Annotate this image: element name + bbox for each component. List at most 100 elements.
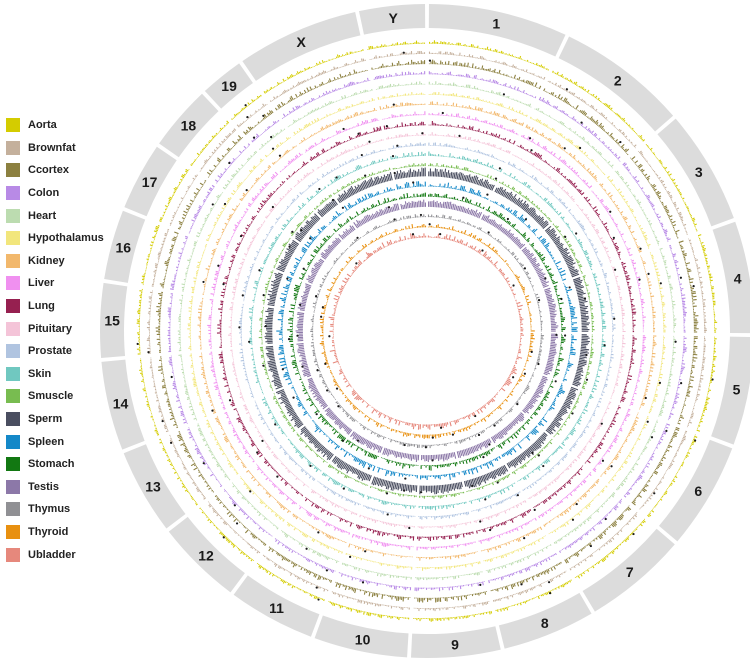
outlier-point	[439, 426, 443, 429]
track-segment	[256, 463, 298, 505]
chromosome-label-3: 3	[695, 164, 703, 180]
track-segment	[459, 447, 495, 465]
track-segment	[553, 492, 616, 545]
legend-item-brownfat: Brownfat	[6, 137, 126, 160]
legend: Aorta Brownfat Ccortex Colon Heart Hypothalam…	[6, 114, 126, 566]
track-segment	[146, 290, 153, 354]
track-segment	[524, 295, 535, 332]
outlier-point	[357, 132, 360, 135]
track-segment	[495, 579, 572, 612]
track-segment	[418, 511, 470, 520]
track-segment	[293, 97, 375, 136]
track-segment	[490, 412, 525, 444]
outlier-point	[431, 436, 434, 439]
track-prostate	[238, 142, 616, 520]
outlier-point	[589, 544, 593, 548]
track-segment	[576, 401, 612, 459]
track-segment	[351, 388, 371, 408]
track-segment	[630, 156, 680, 239]
track-segment	[359, 422, 387, 440]
track-segment	[394, 418, 422, 430]
legend-label: Spleen	[28, 435, 65, 448]
track-segment	[413, 601, 490, 612]
track-segment	[243, 110, 274, 135]
track-segment	[287, 438, 322, 473]
legend-item-liver: Liver	[6, 272, 126, 295]
track-segment	[547, 80, 637, 149]
track-segment	[428, 142, 506, 164]
chromosome-segment-19	[204, 63, 253, 109]
outlier-point	[604, 517, 607, 521]
chromosome-segment-5	[711, 336, 750, 445]
track-segment	[199, 128, 237, 172]
chromosome-segment-8	[498, 592, 592, 649]
track-segment	[369, 50, 426, 60]
outlier-point	[385, 492, 389, 495]
track-segment	[529, 242, 558, 285]
outlier-point	[411, 233, 415, 236]
outlier-point	[317, 531, 320, 534]
track-segment	[338, 572, 412, 591]
track-segment	[316, 139, 384, 170]
legend-label: Thymus	[28, 503, 71, 516]
outlier-point	[356, 439, 360, 442]
track-segment	[256, 181, 286, 213]
track-segment	[371, 476, 418, 493]
track-segment	[207, 298, 214, 349]
track-segment	[206, 135, 244, 178]
outlier-point	[575, 232, 578, 235]
chromosome-label-8: 8	[541, 615, 549, 631]
chromosome-segment-18	[159, 93, 219, 158]
track-segment	[398, 192, 426, 200]
track-segment	[304, 225, 328, 248]
track-segment	[382, 447, 420, 463]
legend-item-thyroid: Thyroid	[6, 521, 126, 544]
outlier-point	[364, 174, 367, 177]
track-segment	[258, 306, 264, 345]
track-segment	[611, 265, 626, 333]
outlier-point	[600, 422, 603, 425]
track-segment	[413, 610, 493, 622]
track-segment	[478, 517, 537, 544]
legend-swatch	[6, 276, 20, 291]
outlier-point	[563, 147, 566, 150]
track-segment	[239, 348, 255, 399]
track-segment	[451, 420, 480, 435]
chromosome-segment-1	[428, 4, 566, 57]
outlier-point	[292, 396, 295, 399]
track-segment	[287, 310, 295, 343]
track-segment	[485, 544, 552, 573]
outlier-point	[342, 127, 345, 131]
track-segment	[422, 422, 449, 430]
outlier-point	[302, 267, 305, 270]
track-segment	[476, 227, 515, 256]
track-segment	[310, 314, 315, 341]
track-segment	[298, 254, 316, 280]
track-segment	[333, 218, 350, 233]
track-segment	[279, 276, 293, 308]
track-segment	[273, 392, 296, 433]
outlier-point	[603, 344, 606, 347]
track-segment	[231, 94, 262, 120]
track-segment	[328, 210, 344, 225]
track-segment	[196, 191, 224, 238]
track-segment	[276, 239, 300, 273]
track-segment	[295, 312, 305, 342]
track-segment	[415, 571, 483, 581]
outlier-point	[639, 247, 642, 250]
chromosome-segment-7	[582, 528, 675, 612]
track-segment	[329, 370, 345, 395]
track-hypothalamus	[187, 92, 667, 571]
track-segment	[274, 194, 300, 225]
outlier-point	[524, 218, 527, 221]
track-segment	[324, 407, 353, 435]
outlier-point	[694, 439, 697, 442]
outlier-point	[571, 518, 575, 521]
track-segment	[310, 488, 358, 516]
track-thymus	[310, 213, 545, 449]
outlier-point	[335, 176, 338, 179]
legend-label: Pituitary	[28, 322, 73, 335]
track-segment	[256, 562, 325, 602]
track-segment	[461, 456, 501, 476]
legend-label: Brownfat	[28, 141, 76, 154]
